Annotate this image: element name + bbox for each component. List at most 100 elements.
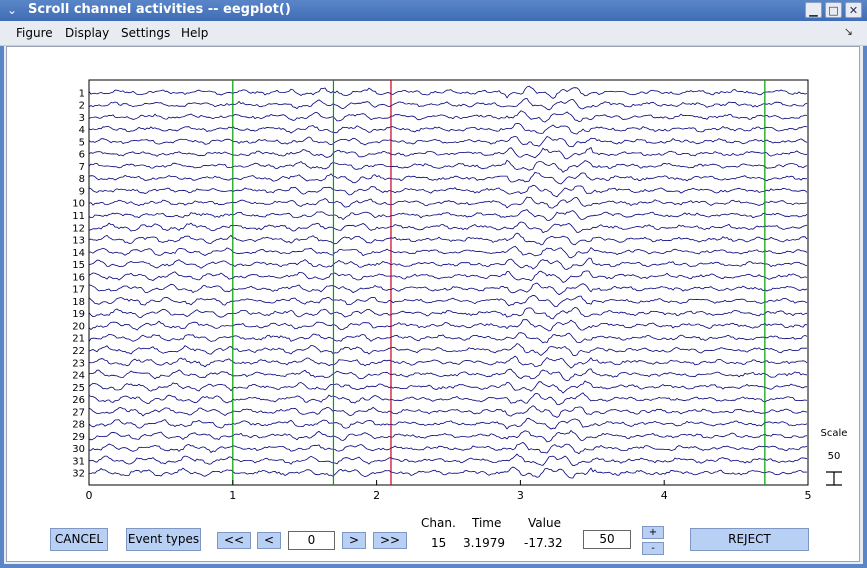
plot-axes-box [88,79,809,486]
eeg-trace-channel-28 [88,417,808,430]
menu-display[interactable]: Display [65,26,110,40]
channel-label-5: 5 [79,137,85,148]
time-label: Time [472,516,502,530]
channel-label-29: 29 [72,432,85,443]
prev-page-button[interactable]: << [217,532,251,549]
dock-arrow-icon[interactable]: ↘ [843,25,853,38]
position-input[interactable]: 0 [288,531,335,550]
maximize-icon[interactable]: □ [825,2,842,18]
eeg-trace-channel-4 [88,122,808,135]
x-tick-label-4: 4 [661,489,668,502]
eeg-trace-channel-7 [88,159,808,173]
chan-readout: 15 [431,536,447,550]
channel-label-21: 21 [72,334,85,345]
reject-button[interactable]: REJECT [690,528,809,551]
close-icon[interactable]: ✕ [845,2,862,18]
channel-label-31: 31 [72,456,85,467]
title-bar: ⌄ Scroll channel activities -- eegplot()… [0,0,867,21]
x-tick-label-5: 5 [805,489,812,502]
channel-label-28: 28 [72,420,85,431]
channel-label-27: 27 [72,407,85,418]
eeg-trace-channel-9 [88,184,808,198]
window-border-right [863,21,867,568]
eeg-trace-channel-26 [88,392,808,406]
minimize-icon[interactable]: ▁ [805,2,822,18]
window-menu-icon[interactable]: ⌄ [6,3,18,17]
channel-label-20: 20 [72,321,85,332]
eeg-trace-channel-18 [88,294,808,308]
eeg-trace-channel-14 [88,245,808,259]
scale-input[interactable]: 50 [583,530,631,549]
eeg-trace-channel-2 [88,97,808,111]
x-tick-label-2: 2 [373,489,380,502]
eeg-trace-channel-1 [88,85,808,99]
eeg-trace-channel-20 [88,319,808,332]
time-readout: 3.1979 [463,536,505,550]
channel-label-22: 22 [72,346,85,357]
eeg-trace-channel-6 [88,146,808,160]
chan-label: Chan. [421,516,456,530]
window-title: Scroll channel activities -- eegplot() [28,2,291,17]
scale-decrease-button[interactable]: - [642,542,664,555]
eeg-trace-channel-31 [88,453,808,467]
channel-label-25: 25 [72,383,85,394]
window-border-bottom [0,564,867,568]
channel-label-16: 16 [72,272,85,283]
eeg-trace-channel-25 [88,380,808,394]
channel-label-23: 23 [72,358,85,369]
eeg-trace-channel-24 [88,368,808,382]
menu-bar: Figure Display Settings Help ↘ [0,21,867,46]
channel-label-24: 24 [72,371,85,382]
menu-settings[interactable]: Settings [121,26,171,40]
eeg-trace-channel-23 [88,355,808,369]
cancel-button[interactable]: CANCEL [50,528,108,551]
channel-label-12: 12 [72,223,85,234]
channel-label-11: 11 [72,211,85,222]
eeg-trace-channel-32 [88,466,808,479]
prev-button[interactable]: < [257,532,281,549]
next-page-button[interactable]: >> [373,532,407,549]
scale-increase-button[interactable]: + [642,526,664,539]
channel-label-7: 7 [79,162,85,173]
menu-figure[interactable]: Figure [16,26,53,40]
channel-label-32: 32 [72,469,85,480]
channel-label-15: 15 [72,260,85,271]
channel-label-1: 1 [79,88,85,99]
x-tick-label-3: 3 [517,489,524,502]
channel-label-26: 26 [72,395,85,406]
eeg-trace-channel-17 [88,282,808,296]
scale-value: 50 [828,451,841,462]
scale-label: Scale [821,428,848,439]
menu-help[interactable]: Help [181,26,209,40]
channel-label-30: 30 [72,444,85,455]
channel-label-10: 10 [72,199,85,210]
channel-label-18: 18 [72,297,85,308]
eeg-trace-channel-19 [88,306,808,320]
eeg-trace-channel-21 [88,332,808,344]
eeg-trace-channel-11 [88,209,808,221]
channel-label-19: 19 [72,309,85,320]
eeg-trace-channel-15 [88,257,808,270]
channel-label-9: 9 [79,186,85,197]
event-types-button[interactable]: Event types [126,528,201,551]
eeg-trace-channel-27 [88,405,808,418]
value-label: Value [528,516,561,530]
channel-label-14: 14 [72,248,85,259]
eeg-trace-channel-3 [88,110,808,123]
channel-label-6: 6 [79,150,85,161]
channel-label-8: 8 [79,174,85,185]
eeg-trace-channel-30 [88,441,808,455]
channel-label-4: 4 [79,125,85,136]
eeg-trace-channel-22 [88,343,808,357]
value-readout: -17.32 [524,536,563,550]
next-button[interactable]: > [342,532,366,549]
x-tick-label-1: 1 [229,489,236,502]
eeg-trace-channel-8 [88,171,808,185]
channel-label-2: 2 [79,101,85,112]
scale-bar-icon [826,471,842,486]
channel-label-3: 3 [79,113,85,124]
eeg-trace-channel-12 [88,221,808,234]
window-border-left [0,21,4,568]
eeg-trace-channel-13 [88,232,808,246]
